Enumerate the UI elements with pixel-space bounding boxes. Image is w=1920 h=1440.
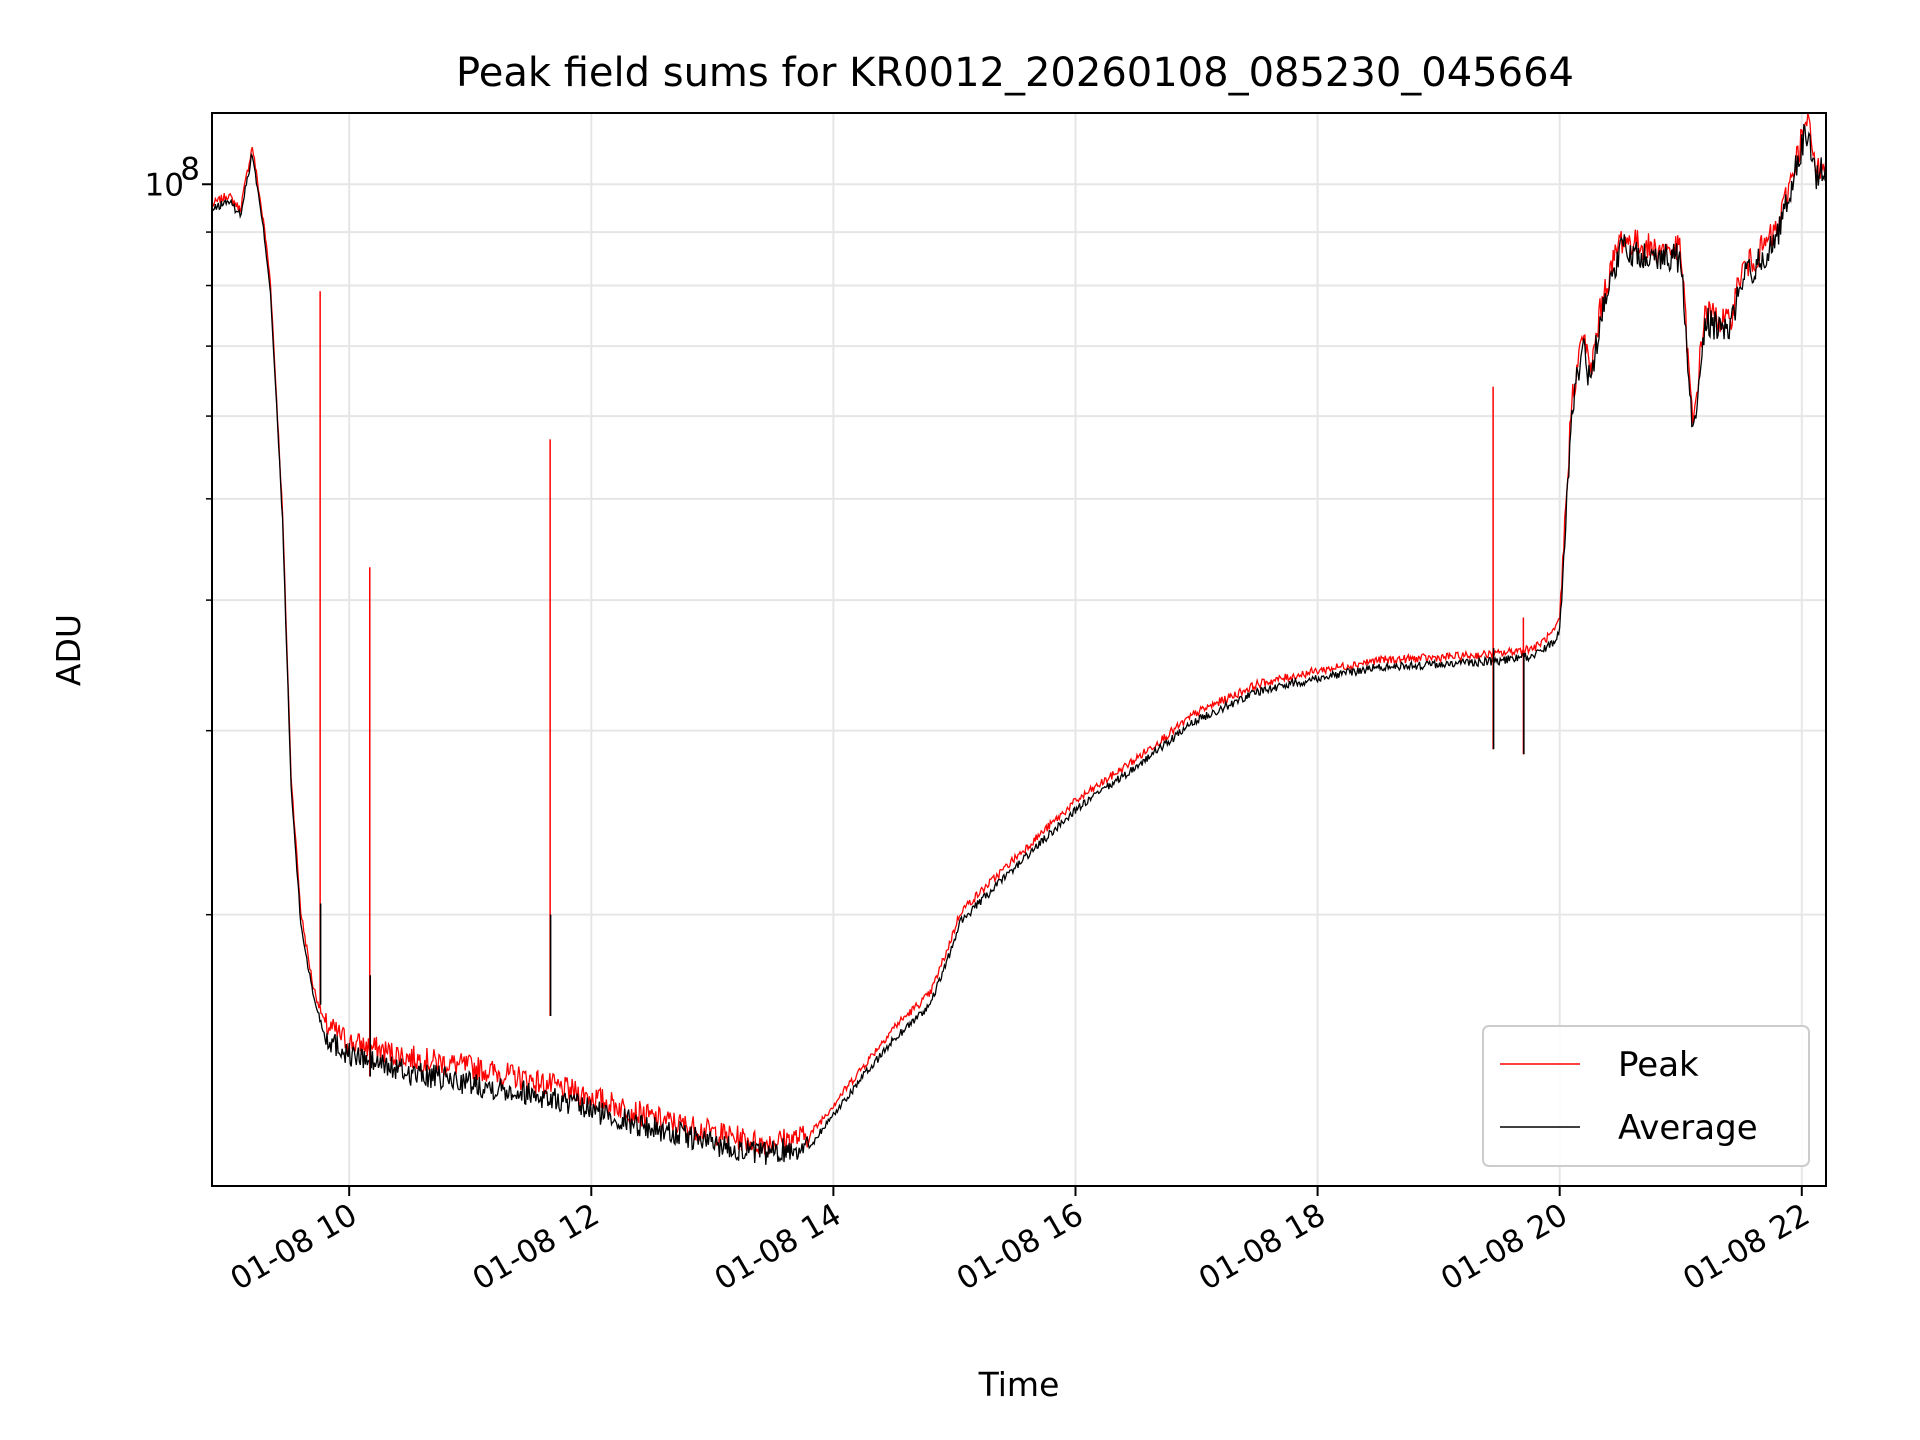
series-layer (212, 113, 1826, 1165)
legend: Peak Average (1482, 1025, 1810, 1167)
x-axis-label: Time (978, 1365, 1060, 1404)
legend-box (1482, 1025, 1810, 1167)
chart-title: Peak field sums for KR0012_20260108_0852… (456, 50, 1574, 96)
series-line-average (212, 123, 1826, 1165)
grid (212, 113, 1826, 1186)
legend-label-peak: Peak (1618, 1045, 1699, 1085)
legend-label-average: Average (1618, 1108, 1758, 1148)
y-axis-ticks: 108 (145, 151, 212, 916)
y-axis-label: ADU (49, 614, 88, 686)
series-line-peak (212, 113, 1826, 1155)
y-tick-label: 10 (145, 167, 184, 203)
y-tick-label-exponent: 8 (180, 151, 200, 187)
plot-frame (211, 112, 1827, 1187)
